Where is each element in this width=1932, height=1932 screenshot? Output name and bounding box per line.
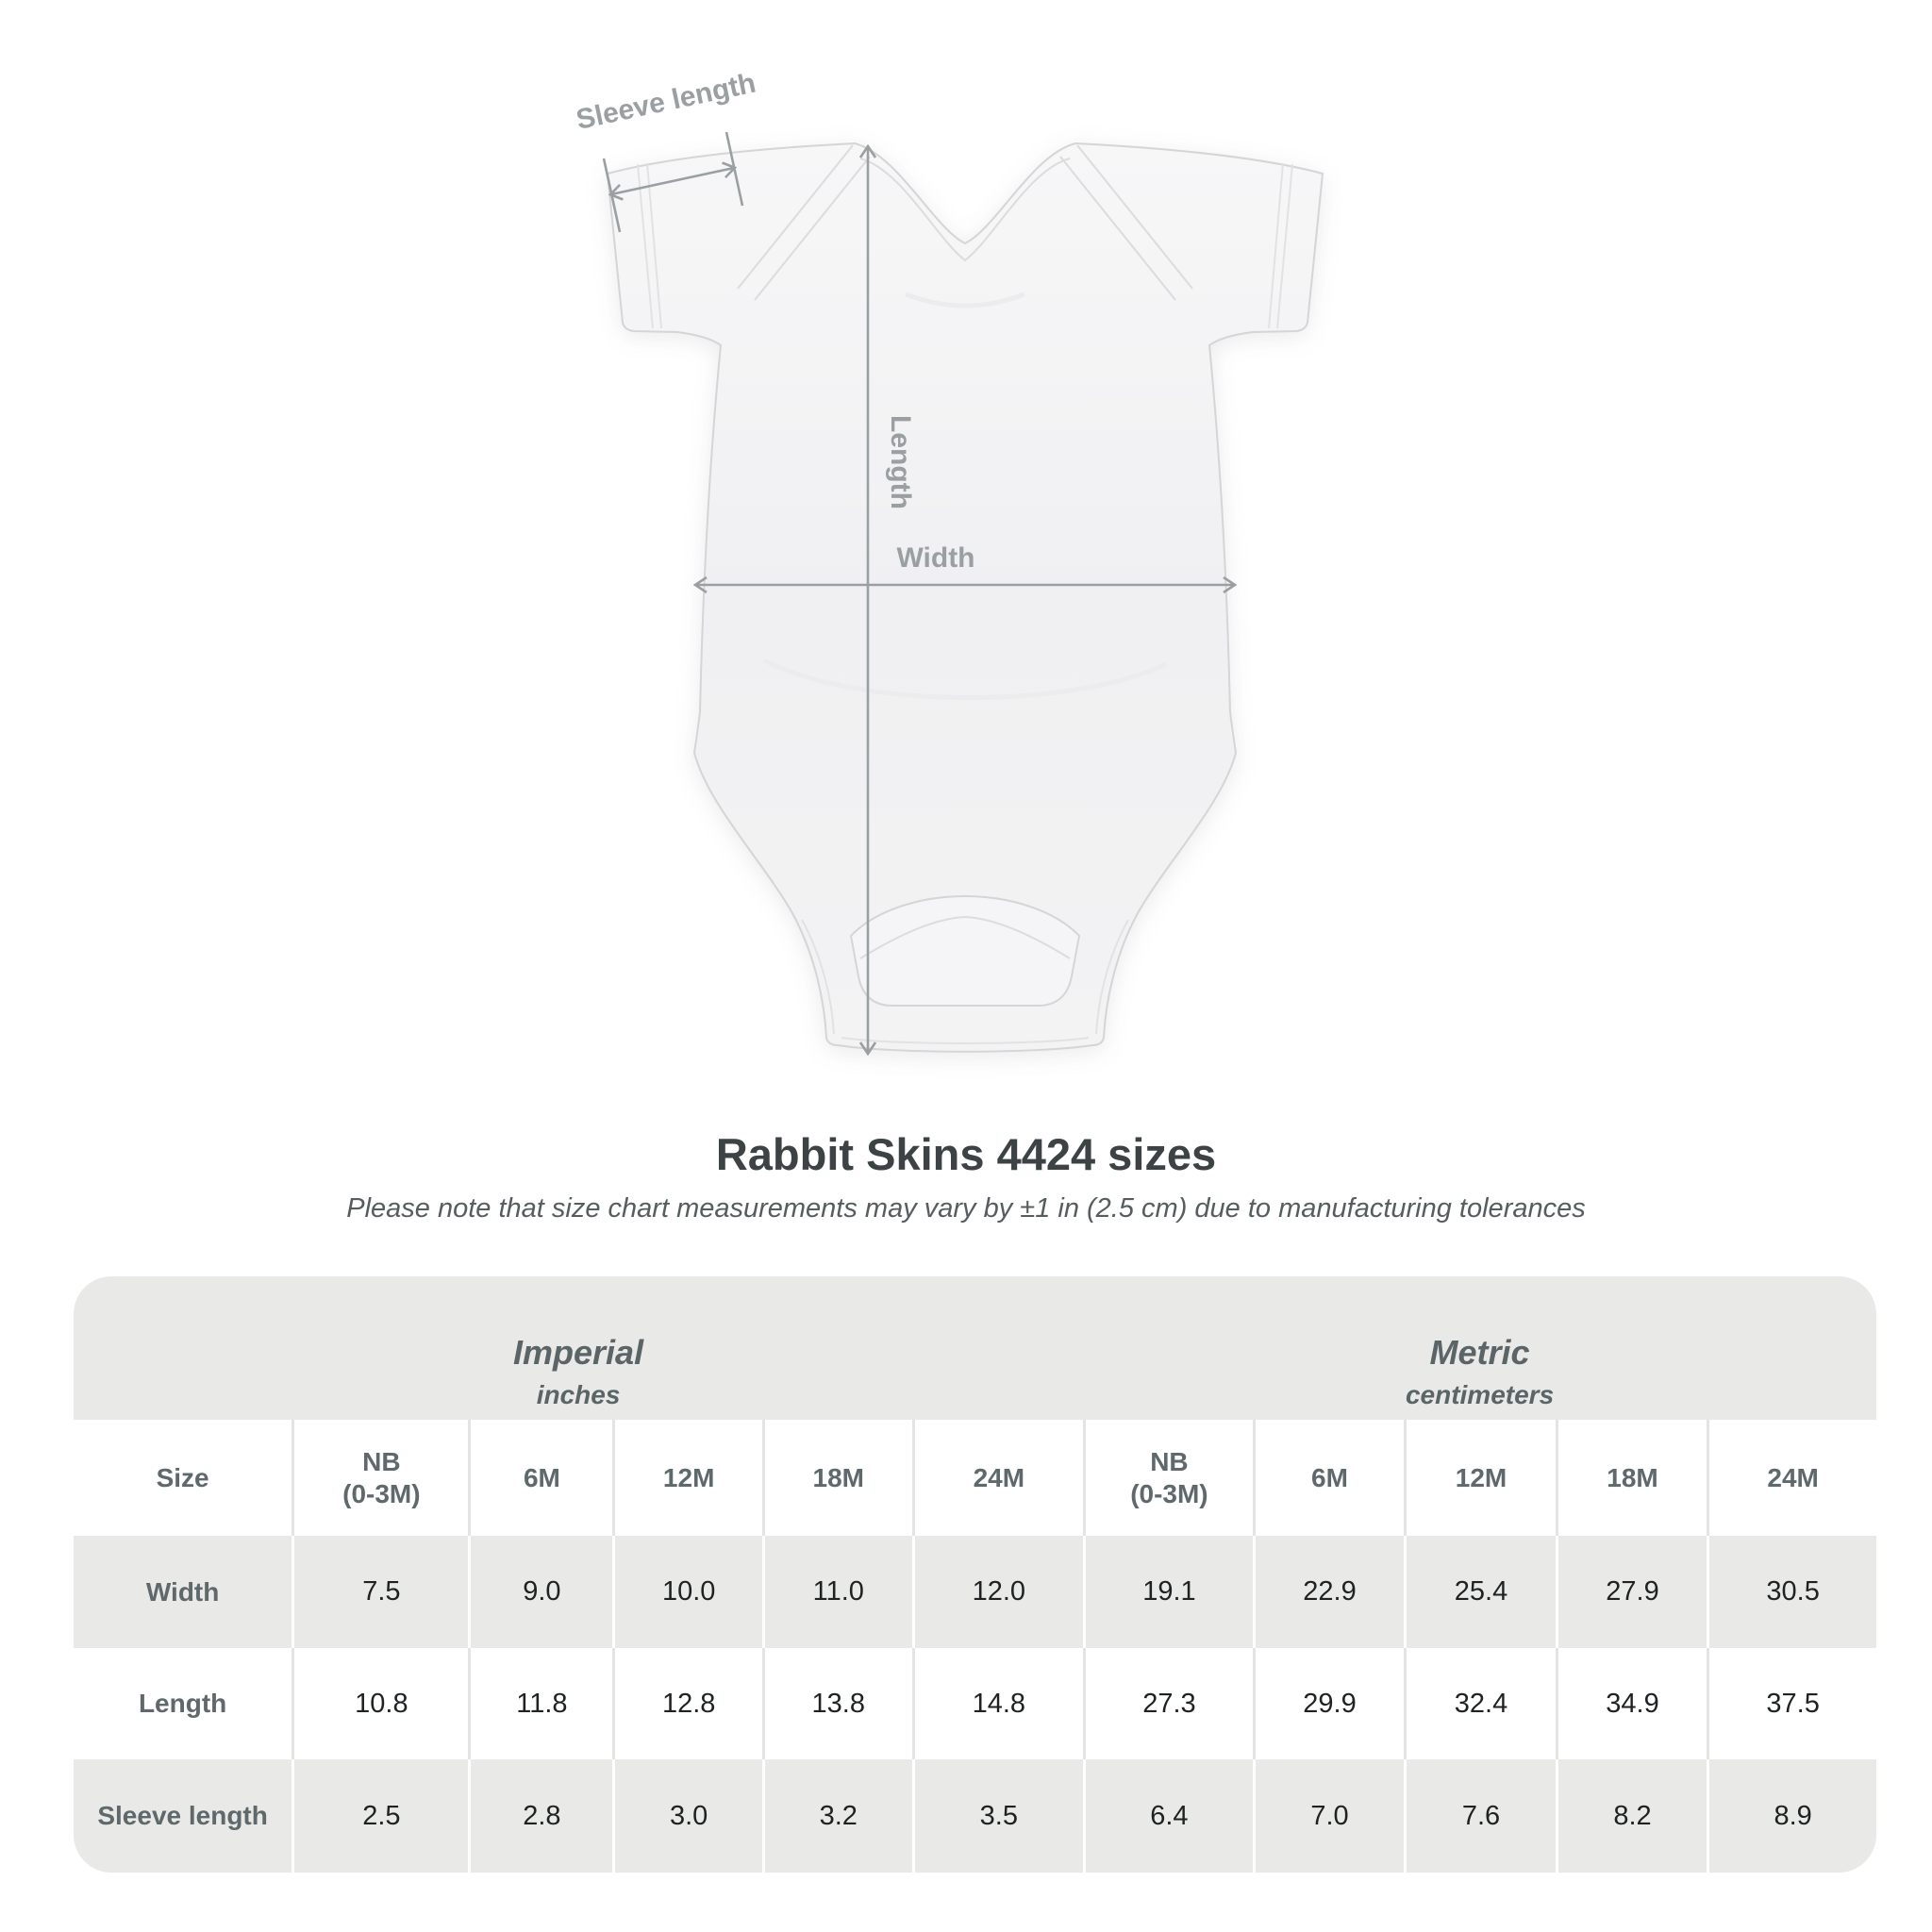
value-cell: 2.8 — [468, 1759, 613, 1873]
unit-group-row: Imperial inches Metric centimeters — [74, 1276, 1876, 1420]
sleeve-length-arrow — [611, 168, 734, 194]
bodysuit-diagram-svg: Sleeve length Length Width — [574, 67, 1324, 1094]
tolerance-note: Please note that size chart measurements… — [346, 1193, 1586, 1224]
value-cell: 13.8 — [761, 1648, 912, 1759]
value-cell: 10.8 — [291, 1648, 469, 1759]
shoulder-seam-left — [737, 144, 871, 301]
row-label: Length — [74, 1648, 292, 1759]
imperial-title: Imperial — [513, 1333, 644, 1372]
bodysuit-illustration — [606, 142, 1324, 1053]
column-header: 12M — [1404, 1420, 1556, 1536]
value-cell: 12.0 — [911, 1536, 1084, 1648]
sleeve-tick-right — [724, 131, 744, 207]
imperial-group-header: Imperial inches — [74, 1276, 1084, 1420]
size-table: Imperial inches Metric centimeters Size … — [74, 1276, 1876, 1873]
value-cell: 7.6 — [1404, 1759, 1556, 1873]
value-cell: 12.8 — [612, 1648, 762, 1759]
value-cell: 27.3 — [1083, 1648, 1253, 1759]
metric-unit: centimeters — [1405, 1380, 1555, 1409]
width-label: Width — [896, 542, 974, 574]
page-title: Rabbit Skins 4424 sizes — [715, 1129, 1217, 1179]
row-label: Width — [74, 1536, 292, 1648]
shoulder-seam-right — [1059, 144, 1193, 301]
value-cell: 11.0 — [761, 1536, 912, 1648]
value-cell: 3.2 — [761, 1759, 912, 1873]
value-cell: 7.5 — [291, 1536, 469, 1648]
imperial-unit: inches — [536, 1380, 621, 1409]
value-cell: 6.4 — [1083, 1759, 1253, 1873]
size-column-header: Size — [74, 1420, 292, 1536]
value-cell: 7.0 — [1252, 1759, 1405, 1873]
leg-stitch-right — [1095, 919, 1129, 1035]
value-cell: 10.0 — [612, 1536, 762, 1648]
column-header: 18M — [1555, 1420, 1707, 1536]
size-header-row: Size NB (0-3M) 6M 12M 18M 24M NB (0-3M) … — [74, 1420, 1876, 1536]
column-header: 12M — [612, 1420, 762, 1536]
snap-flap — [849, 895, 1081, 1007]
value-cell: 8.9 — [1707, 1759, 1876, 1873]
column-header: 24M — [911, 1420, 1084, 1536]
table-row-width: Width 7.5 9.0 10.0 11.0 12.0 19.1 22.9 2… — [74, 1536, 1876, 1648]
sleeve-length-label: Sleeve length — [574, 67, 758, 135]
value-cell: 34.9 — [1555, 1648, 1707, 1759]
value-cell: 30.5 — [1707, 1536, 1876, 1648]
value-cell: 3.5 — [911, 1759, 1084, 1873]
leg-stitch-left — [801, 919, 835, 1035]
value-cell: 37.5 — [1707, 1648, 1876, 1759]
column-header: 6M — [1252, 1420, 1405, 1536]
column-header: NB (0-3M) — [291, 1420, 469, 1536]
row-label: Sleeve length — [74, 1759, 292, 1873]
metric-title: Metric — [1429, 1333, 1530, 1372]
metric-group-header: Metric centimeters — [1083, 1276, 1876, 1420]
value-cell: 22.9 — [1252, 1536, 1405, 1648]
value-cell: 3.0 — [612, 1759, 762, 1873]
sleeve-hem-right — [1268, 162, 1293, 329]
table-row-length: Length 10.8 11.8 12.8 13.8 14.8 27.3 29.… — [74, 1648, 1876, 1759]
value-cell: 14.8 — [911, 1648, 1084, 1759]
value-cell: 29.9 — [1252, 1648, 1405, 1759]
value-cell: 11.8 — [468, 1648, 613, 1759]
title-block: Rabbit Skins 4424 sizes Please note that… — [0, 1130, 1932, 1224]
value-cell: 2.5 — [291, 1759, 469, 1873]
column-header: 6M — [468, 1420, 613, 1536]
column-header: NB (0-3M) — [1083, 1420, 1253, 1536]
sleeve-tick-left — [602, 158, 622, 233]
bodysuit-outline — [606, 142, 1324, 1053]
value-cell: 32.4 — [1404, 1648, 1556, 1759]
value-cell: 25.4 — [1404, 1536, 1556, 1648]
product-measurement-diagram: Sleeve length Length Width — [528, 57, 1424, 1094]
fabric-fold-shading — [762, 291, 1168, 700]
neckline-rib — [859, 158, 1071, 262]
column-header: 24M — [1707, 1420, 1876, 1536]
table-row-sleeve-length: Sleeve length 2.5 2.8 3.0 3.2 3.5 6.4 7.… — [74, 1759, 1876, 1873]
snap-flap-band — [859, 915, 1071, 959]
value-cell: 19.1 — [1083, 1536, 1253, 1648]
value-cell: 9.0 — [468, 1536, 613, 1648]
dimension-annotations — [602, 131, 1234, 1053]
length-label: Length — [885, 415, 916, 509]
value-cell: 27.9 — [1555, 1536, 1707, 1648]
value-cell: 8.2 — [1555, 1759, 1707, 1873]
column-header: 18M — [761, 1420, 912, 1536]
